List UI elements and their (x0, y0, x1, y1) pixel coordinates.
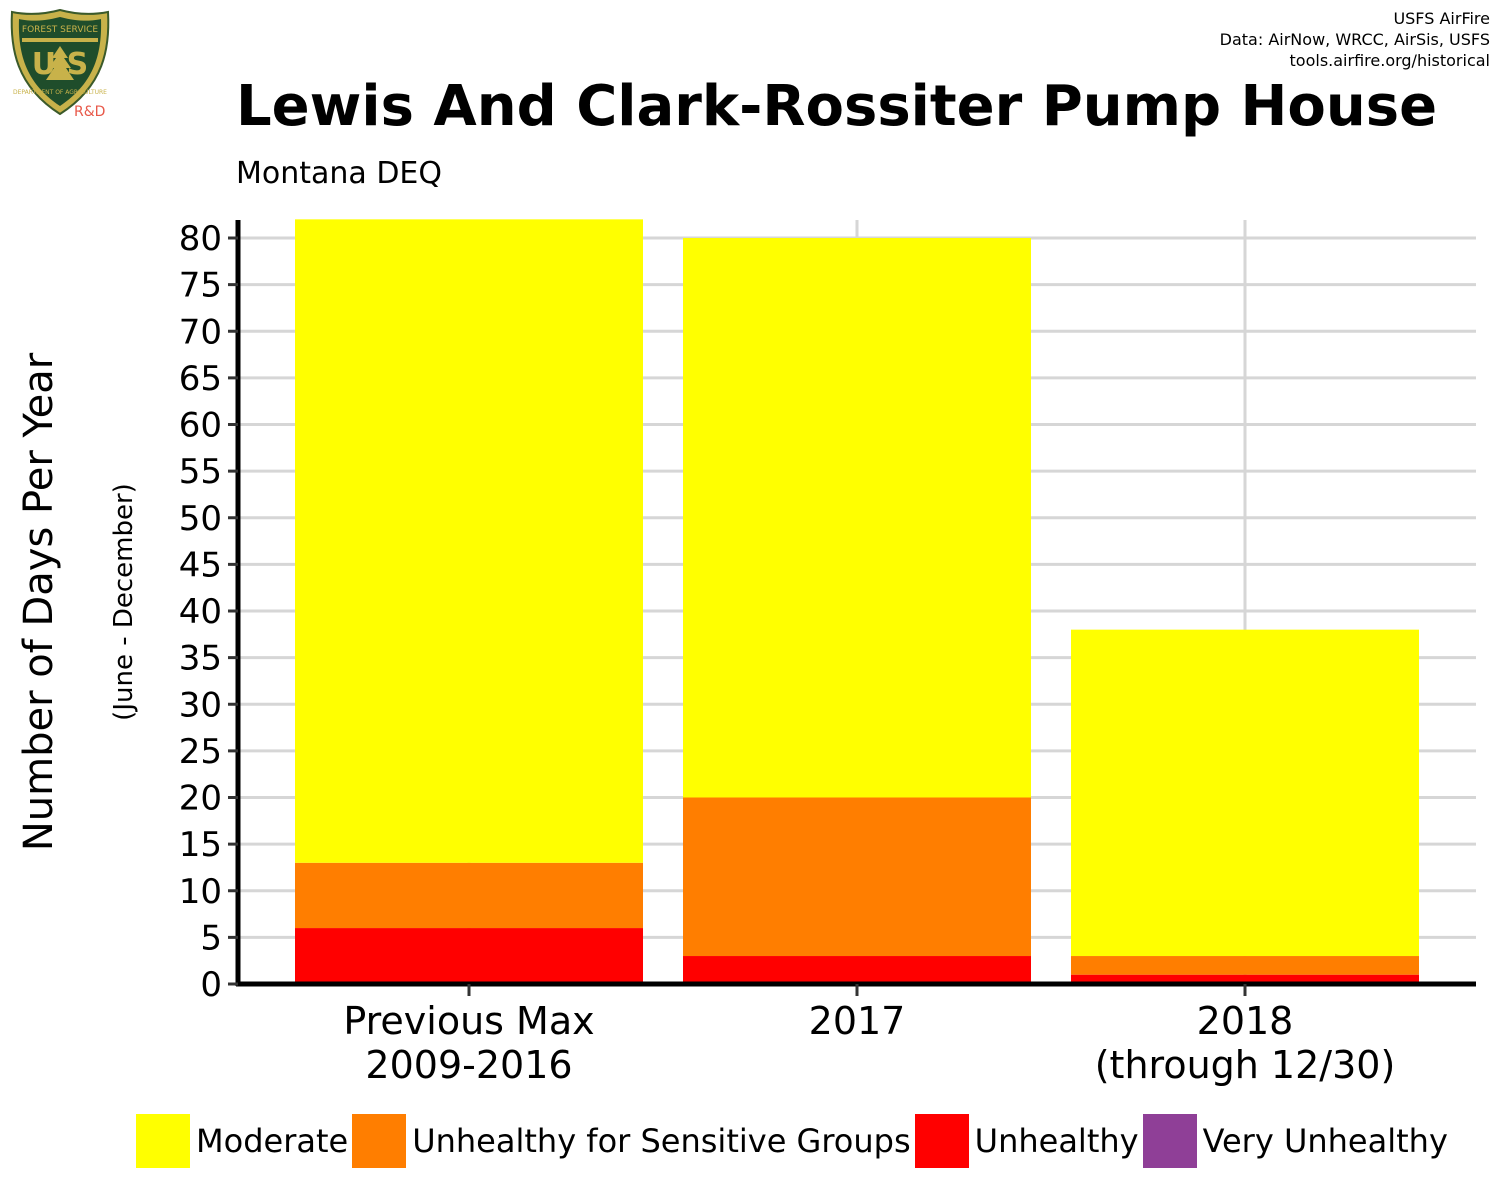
svg-text:DEPARTMENT OF AGRICULTURE: DEPARTMENT OF AGRICULTURE (13, 89, 107, 96)
y-tick-label-45: 45 (179, 545, 222, 585)
legend-item-unhealthy-for-sensitive-groups: Unhealthy for Sensitive Groups (352, 1114, 911, 1168)
y-tick-label-75: 75 (179, 266, 222, 306)
credit-line-3: tools.airfire.org/historical (1289, 51, 1490, 70)
y-axis-title: Number of Days Per Year (16, 352, 62, 851)
bar-2-unhealthy (1071, 974, 1419, 984)
y-tick-label-5: 5 (200, 918, 222, 958)
bar-1-unhealthy (683, 956, 1031, 984)
bar-0-unhealthy (295, 928, 643, 984)
legend-label: Unhealthy for Sensitive Groups (412, 1122, 911, 1160)
legend-item-unhealthy: Unhealthy (914, 1114, 1139, 1168)
x-tick-label-1-0: 2017 (809, 999, 906, 1043)
x-tick-label-2-1: (through 12/30) (1095, 1043, 1396, 1087)
legend-swatch (914, 1114, 969, 1168)
y-tick-label-70: 70 (179, 312, 222, 352)
chart-title: Lewis And Clark-Rossiter Pump House (236, 74, 1438, 139)
credit-line-2: Data: AirNow, WRCC, AirSis, USFS (1219, 30, 1490, 49)
y-tick-label-40: 40 (179, 592, 222, 632)
rd-label: R&D (74, 104, 105, 118)
y-tick-label-0: 0 (200, 965, 222, 1005)
y-tick-label-20: 20 (179, 779, 222, 819)
y-tick-label-10: 10 (179, 872, 222, 912)
y-tick-label-80: 80 (179, 219, 222, 259)
legend-swatch (1142, 1114, 1197, 1168)
legend-label: Unhealthy (974, 1122, 1139, 1160)
bar-2-unhealthy-for-sensitive-groups (1071, 956, 1419, 975)
chart-subtitle: Montana DEQ (236, 156, 443, 191)
legend-label: Moderate (196, 1122, 349, 1160)
y-tick-label-25: 25 (179, 732, 222, 772)
y-tick-label-15: 15 (179, 825, 222, 865)
bar-2-moderate (1071, 629, 1419, 957)
y-tick-label-50: 50 (179, 499, 222, 539)
y-axis-subtitle: (June - December) (109, 483, 139, 721)
legend: Moderate Unhealthy for Sensitive Groups Un… (136, 1114, 1452, 1168)
usfs-shield-logo: FOREST SERVICE U S DEPARTMENT OF AGRICUL… (10, 8, 110, 118)
svg-text:FOREST SERVICE: FOREST SERVICE (22, 25, 99, 35)
x-tick-label-0-0: Previous Max (343, 999, 594, 1043)
y-tick-label-55: 55 (179, 452, 222, 492)
x-tick-label-2-0: 2018 (1197, 999, 1294, 1043)
x-tick-label-0-1: 2009-2016 (365, 1043, 572, 1087)
y-tick-label-60: 60 (179, 406, 222, 446)
bar-1-unhealthy-for-sensitive-groups (683, 797, 1031, 957)
bar-1-moderate (683, 238, 1031, 798)
legend-item-moderate: Moderate (136, 1114, 348, 1168)
y-tick-label-35: 35 (179, 639, 222, 679)
axes (228, 220, 1476, 996)
legend-label: Very Unhealthy (1202, 1122, 1448, 1160)
legend-item-very-unhealthy: Very Unhealthy (1142, 1114, 1448, 1168)
y-tick-label-30: 30 (179, 685, 222, 725)
y-tick-label-65: 65 (179, 359, 222, 399)
legend-swatch (136, 1114, 190, 1168)
credits-block: USFS AirFire Data: AirNow, WRCC, AirSis,… (1220, 8, 1490, 71)
legend-swatch (352, 1114, 407, 1168)
bar-0-unhealthy-for-sensitive-groups (295, 862, 643, 929)
axis-labels: 0 5 10 15 20 25 30 35 40 45 50 55 60 65 70 75 80 Previous… (16, 219, 1395, 1087)
bar-0-moderate (295, 219, 643, 863)
bars (295, 219, 1419, 984)
credit-line-1: USFS AirFire (1393, 9, 1490, 28)
